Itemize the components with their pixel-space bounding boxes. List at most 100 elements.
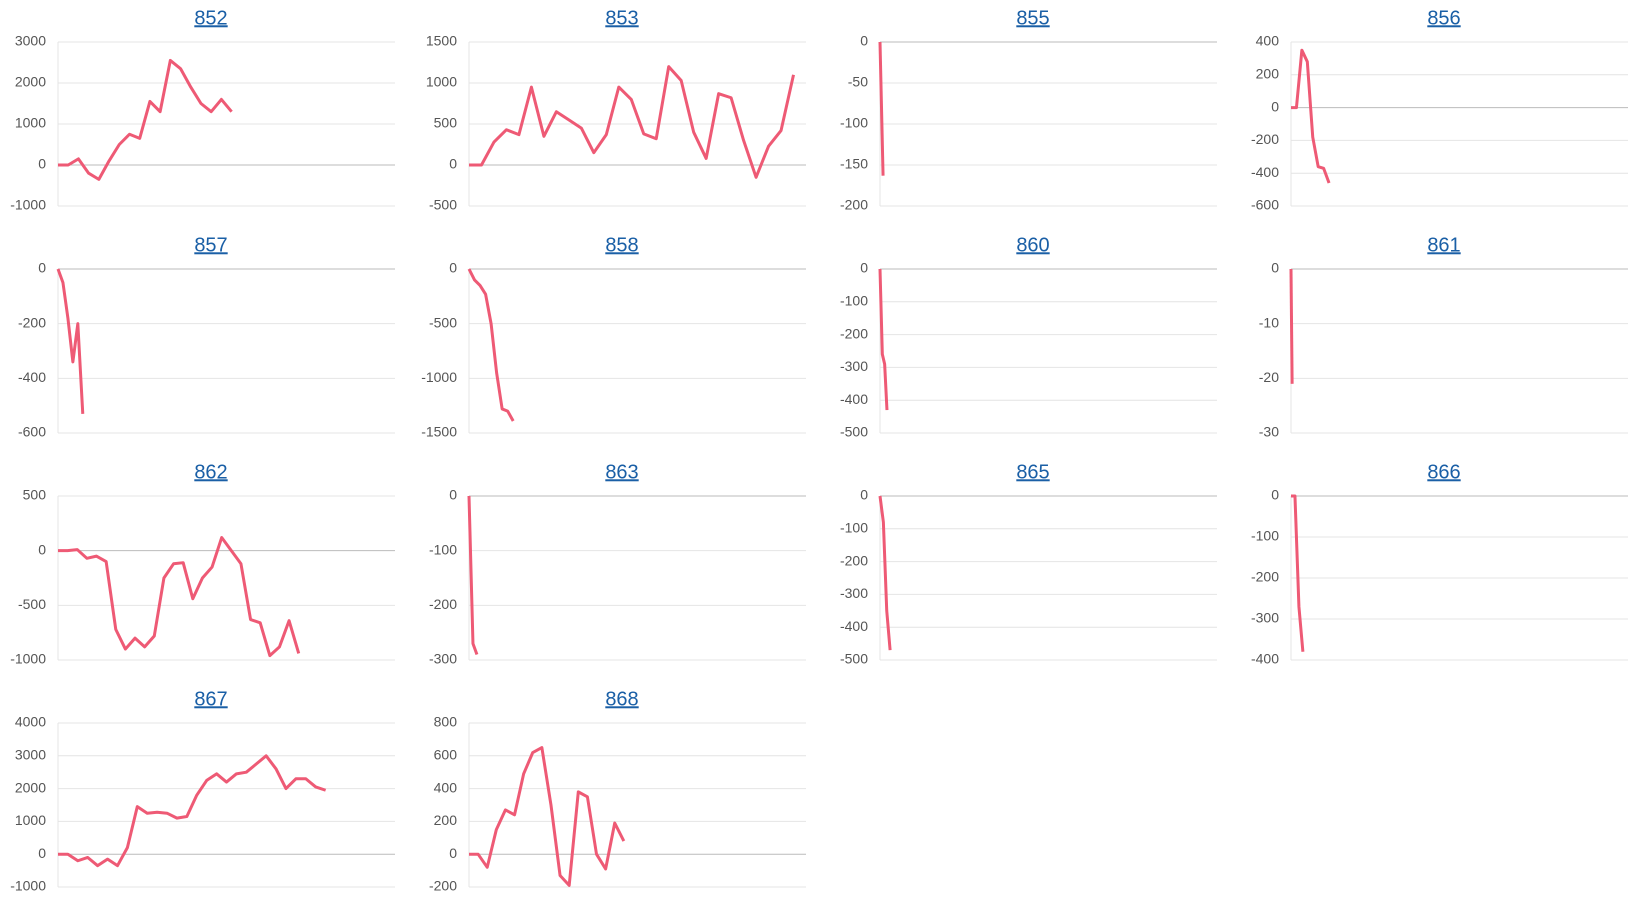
y-tick-label: -400: [840, 618, 868, 634]
series-line: [469, 746, 626, 887]
chart-title[interactable]: 862: [194, 461, 227, 483]
chart-title[interactable]: 865: [1016, 461, 1049, 483]
series-line: [469, 65, 795, 179]
y-tick-label: -1000: [10, 197, 46, 213]
y-tick-label: 1000: [15, 812, 46, 828]
chart-title[interactable]: 855: [1016, 7, 1049, 29]
y-tick-label: 0: [860, 487, 868, 503]
y-tick-label: 0: [1271, 98, 1279, 114]
y-tick-label: -400: [840, 391, 868, 407]
y-tick-label: -30: [1259, 424, 1279, 440]
y-tick-label: -500: [840, 651, 868, 667]
chart-title[interactable]: 861: [1427, 234, 1460, 256]
y-tick-label: 1500: [426, 33, 457, 49]
y-tick-label: -50: [848, 74, 868, 90]
y-tick-label: -300: [429, 651, 457, 667]
y-tick-label: -300: [1251, 610, 1279, 626]
y-tick-label: -100: [429, 541, 457, 557]
y-tick-label: 0: [449, 156, 457, 172]
y-tick-label: 1000: [15, 115, 46, 131]
y-tick-label: -200: [18, 314, 46, 330]
y-tick-label: 200: [434, 812, 458, 828]
y-tick-label: 600: [434, 747, 458, 763]
y-tick-label: 400: [434, 779, 458, 795]
y-tick-label: -10: [1259, 314, 1279, 330]
y-tick-label: -200: [1251, 131, 1279, 147]
y-tick-label: 400: [1256, 33, 1280, 49]
series-line: [467, 268, 515, 422]
y-tick-label: 4000: [15, 714, 46, 730]
series-line: [878, 268, 889, 411]
series-line: [467, 495, 479, 656]
y-tick-label: -500: [429, 197, 457, 213]
y-tick-label: -500: [18, 596, 46, 612]
y-tick-label: -500: [429, 314, 457, 330]
y-tick-label: 0: [1271, 260, 1279, 276]
y-tick-label: -600: [1251, 197, 1279, 213]
y-tick-label: 0: [860, 260, 868, 276]
y-tick-label: 3000: [15, 33, 46, 49]
y-tick-label: 500: [23, 487, 47, 503]
series-line: [58, 58, 233, 181]
chart-title[interactable]: 858: [605, 234, 638, 256]
y-tick-label: -500: [840, 424, 868, 440]
chart-title[interactable]: 860: [1016, 234, 1049, 256]
y-tick-label: 2000: [15, 779, 46, 795]
y-tick-label: -300: [840, 358, 868, 374]
series-line: [878, 41, 885, 176]
y-tick-label: -1000: [10, 651, 46, 667]
y-tick-label: 0: [38, 156, 46, 172]
y-tick-label: -100: [1251, 528, 1279, 544]
series-line: [56, 268, 85, 414]
y-tick-label: -200: [840, 325, 868, 341]
y-tick-label: -200: [429, 878, 457, 894]
y-tick-label: -100: [840, 115, 868, 131]
y-tick-label: 0: [449, 487, 457, 503]
y-tick-label: -600: [18, 424, 46, 440]
y-tick-label: 200: [1256, 66, 1280, 82]
chart-title[interactable]: 867: [194, 688, 227, 710]
y-tick-label: 3000: [15, 747, 46, 763]
y-tick-label: 800: [434, 714, 458, 730]
chart-title[interactable]: 856: [1427, 7, 1460, 29]
series-line: [1291, 494, 1305, 652]
y-tick-label: 0: [860, 33, 868, 49]
y-tick-label: 0: [449, 260, 457, 276]
y-tick-label: -400: [1251, 164, 1279, 180]
y-tick-label: -300: [840, 585, 868, 601]
y-tick-label: -200: [840, 552, 868, 568]
y-tick-label: 0: [38, 260, 46, 276]
y-tick-label: 0: [449, 845, 457, 861]
y-tick-label: 0: [38, 845, 46, 861]
y-tick-label: -150: [840, 156, 868, 172]
y-tick-label: -200: [1251, 569, 1279, 585]
series-line: [58, 754, 327, 868]
y-tick-label: -1000: [421, 369, 457, 385]
y-tick-label: -400: [1251, 651, 1279, 667]
y-tick-label: -20: [1259, 369, 1279, 385]
y-tick-label: 0: [1271, 487, 1279, 503]
y-tick-label: -1500: [421, 424, 457, 440]
y-tick-label: 500: [434, 115, 458, 131]
y-tick-label: -1000: [10, 878, 46, 894]
y-tick-label: 2000: [15, 74, 46, 90]
series-line: [1291, 48, 1331, 184]
y-tick-label: 0: [38, 541, 46, 557]
y-tick-label: -100: [840, 520, 868, 536]
chart-title[interactable]: 866: [1427, 461, 1460, 483]
chart-title[interactable]: 853: [605, 7, 638, 29]
chart-title[interactable]: 868: [605, 688, 638, 710]
series-line: [1289, 268, 1294, 384]
y-tick-label: -200: [429, 596, 457, 612]
chart-title[interactable]: 863: [605, 461, 638, 483]
y-tick-label: -100: [840, 293, 868, 309]
series-line: [878, 495, 892, 651]
y-tick-label: 1000: [426, 74, 457, 90]
y-tick-label: -200: [840, 197, 868, 213]
chart-title[interactable]: 852: [194, 7, 227, 29]
chart-title[interactable]: 857: [194, 234, 227, 256]
series-line: [58, 536, 301, 658]
y-tick-label: -400: [18, 369, 46, 385]
